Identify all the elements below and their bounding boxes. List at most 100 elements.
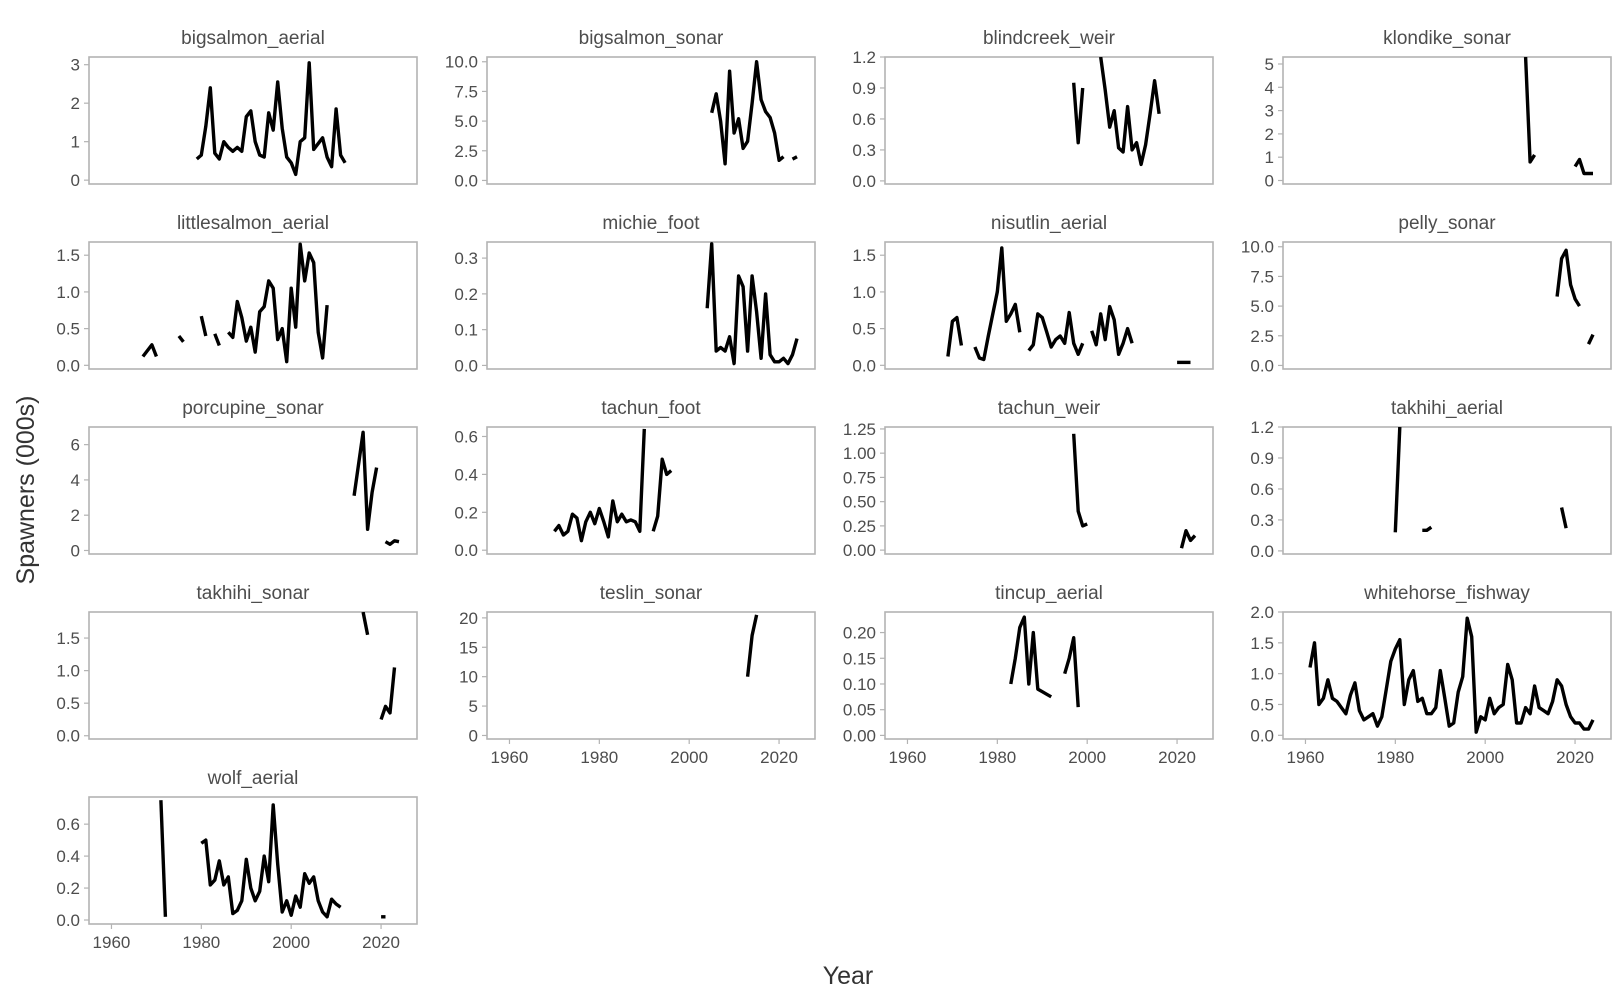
y-tick-label: 0.5	[56, 694, 80, 713]
series-line-segment	[791, 155, 798, 161]
y-tick-label: 2	[1265, 125, 1274, 144]
y-tick-label: 0.3	[1250, 511, 1274, 530]
series-line-segment	[553, 428, 646, 543]
panel-grid: bigsalmon_aerial 0 1 2 3 bigsalmon_sonar 0.0 2.…	[56, 28, 1612, 952]
y-tick-label: 0.20	[843, 624, 876, 643]
series-line-segment	[973, 246, 1022, 362]
y-tick-label: 0.0	[1250, 356, 1274, 375]
y-tick-label: 5	[1265, 55, 1274, 74]
panel-title: pelly_sonar	[1398, 213, 1496, 234]
panel-takhihi-sonar: takhihi_sonar 0.0 0.5 1.0 1.5	[56, 583, 418, 746]
panel-title: littlesalmon_aerial	[177, 213, 329, 234]
y-tick-label: 1.0	[852, 283, 876, 302]
y-tick-label: 0.0	[56, 911, 80, 930]
series-line-segment	[1422, 525, 1433, 532]
panel-tincup-aerial: tincup_aerial 0.00 0.05 0.10 0.15 0.20 1960 198…	[843, 583, 1214, 767]
panel-blindcreek-weir: blindcreek_weir 0.0 0.3 0.6 0.9 1.2	[852, 28, 1214, 191]
y-tick-label: 0.2	[454, 285, 478, 304]
y-tick-label: 5	[469, 697, 478, 716]
panel-tachun-foot: tachun_foot 0.0 0.2 0.4 0.6	[454, 398, 816, 560]
panel-bigsalmon-aerial: bigsalmon_aerial 0 1 2 3	[71, 28, 418, 190]
y-tick-label: 1.25	[843, 420, 876, 439]
y-tick-label: 10	[459, 668, 478, 687]
y-tick-label: 0.00	[843, 541, 876, 560]
y-tick-label: 1.2	[1250, 418, 1274, 437]
panel-title: tachun_weir	[998, 398, 1101, 419]
x-tick-label: 1980	[580, 748, 618, 767]
y-tick-label: 0.5	[56, 320, 80, 339]
panel-title: bigsalmon_sonar	[579, 28, 724, 49]
y-tick-label: 0	[469, 726, 478, 745]
series-line-segment	[361, 612, 370, 636]
panel-tachun-weir: tachun_weir 0.00 0.25 0.50 0.75 1.00 1.25	[843, 398, 1214, 560]
panel-title: tincup_aerial	[995, 583, 1103, 604]
series-line-segment	[1393, 427, 1402, 533]
y-tick-label: 7.5	[454, 82, 478, 101]
series-line-segment	[213, 333, 221, 347]
y-tick-label: 1.5	[852, 246, 876, 265]
y-tick-label: 0	[71, 541, 80, 560]
panel-frame	[486, 426, 816, 555]
series-line-segment	[1090, 304, 1134, 356]
y-tick-label: 0.00	[843, 726, 876, 745]
x-tick-label: 1980	[1376, 748, 1414, 767]
panel-title: tachun_foot	[601, 398, 701, 419]
series-line-segment	[141, 343, 158, 358]
series-line-segment	[745, 614, 759, 677]
panel-bigsalmon-sonar: bigsalmon_sonar 0.0 2.5 5.0 7.5 10.0	[445, 28, 816, 190]
panel-frame	[88, 611, 418, 740]
y-tick-label: 10.0	[1241, 238, 1274, 257]
y-tick-label: 1.0	[56, 283, 80, 302]
panel-frame	[486, 56, 816, 185]
y-tick-label: 1.5	[56, 246, 80, 265]
x-tick-label: 2000	[1466, 748, 1504, 767]
series-line-segment	[946, 315, 964, 357]
panel-michie-foot: michie_foot 0.0 0.1 0.2 0.3	[454, 213, 816, 375]
y-tick-label: 0	[1265, 172, 1274, 191]
panel-title: michie_foot	[602, 213, 700, 234]
panel-pelly-sonar: pelly_sonar 0.0 2.5 5.0 7.5 10.0	[1241, 213, 1612, 375]
y-tick-label: 0.3	[454, 249, 478, 268]
x-tick-label: 2000	[1068, 748, 1106, 767]
y-tick-label: 0.3	[852, 141, 876, 160]
series-line-segment	[651, 457, 673, 532]
x-tick-label: 1960	[889, 748, 927, 767]
y-tick-label: 15	[459, 638, 478, 657]
series-line-segment	[1009, 615, 1053, 699]
y-tick-label: 0.0	[454, 356, 478, 375]
panel-porcupine-sonar: porcupine_sonar 0 2 4 6	[71, 398, 418, 560]
x-tick-label: 2020	[1158, 748, 1196, 767]
x-tick-label: 1980	[978, 748, 1016, 767]
y-tick-label: 4	[71, 471, 80, 490]
y-tick-label: 10.0	[445, 53, 478, 72]
y-tick-label: 0.4	[454, 465, 478, 484]
panel-title: klondike_sonar	[1383, 28, 1511, 49]
y-tick-label: 3	[1265, 102, 1274, 121]
series-line-segment	[1027, 310, 1085, 356]
series-line-segment	[1555, 248, 1581, 307]
y-tick-label: 2.0	[1250, 603, 1274, 622]
y-tick-label: 1.5	[56, 629, 80, 648]
y-tick-label: 1.00	[843, 444, 876, 463]
y-tick-label: 0.1	[454, 321, 478, 340]
y-tick-label: 0.2	[454, 503, 478, 522]
series-line-segment	[1099, 57, 1161, 167]
y-tick-label: 0.4	[56, 847, 80, 866]
y-tick-label: 1	[1265, 148, 1274, 167]
y-tick-label: 0.6	[454, 427, 478, 446]
y-tick-label: 0.15	[843, 649, 876, 668]
y-tick-label: 0.9	[1250, 449, 1274, 468]
panel-klondike-sonar: klondike_sonar 0 1 2 3 4 5	[1265, 28, 1612, 191]
panel-title: takhihi_sonar	[196, 583, 310, 604]
series-line-segment	[710, 60, 785, 166]
panel-takhihi-aerial: takhihi_aerial 0.0 0.3 0.6 0.9 1.2	[1250, 398, 1612, 561]
y-tick-label: 7.5	[1250, 267, 1274, 286]
series-line-segment	[1523, 57, 1537, 164]
y-tick-label: 0.2	[56, 879, 80, 898]
panel-frame	[1282, 426, 1612, 555]
y-tick-label: 0.9	[852, 79, 876, 98]
series-line-segment	[384, 539, 400, 546]
y-tick-label: 0.10	[843, 675, 876, 694]
panel-title: porcupine_sonar	[182, 398, 324, 419]
